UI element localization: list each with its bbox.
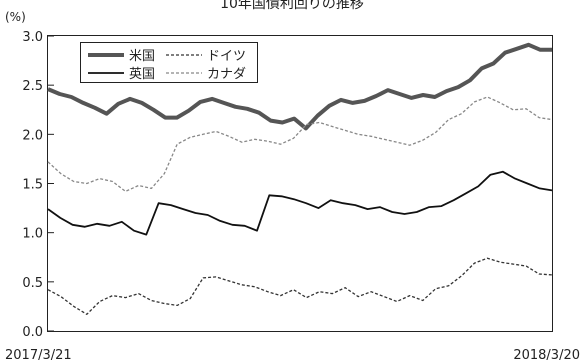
- y-tick-label-3: 1.5: [22, 178, 43, 193]
- y-unit-label: (%): [5, 10, 26, 24]
- series-layer: [47, 42, 553, 315]
- y-tick-label-4: 2.0: [22, 128, 43, 143]
- legend-box: [80, 42, 258, 83]
- legend-label-0: 米国: [129, 49, 155, 64]
- y-axis: 0.0 0.5 1.0 1.5 2.0 2.5 3.0: [22, 30, 54, 340]
- y-tick-label-2: 1.0: [22, 227, 43, 242]
- x-tick-label-end: 2018/3/20: [513, 348, 580, 363]
- x-tick-label-start: 2017/3/21: [5, 348, 72, 363]
- y-tick-label-5: 2.5: [22, 79, 43, 94]
- plot-area: [47, 35, 553, 332]
- series-line-1: [47, 170, 553, 236]
- legend-label-1: 英国: [129, 67, 155, 82]
- legend-label-3: カナダ: [207, 67, 246, 82]
- chart-title: 10年国債利回りの推移: [220, 0, 364, 12]
- y-tick-label-0: 0.0: [22, 325, 43, 340]
- y-tick-label-1: 0.5: [22, 276, 43, 291]
- series-line-3: [47, 96, 553, 193]
- series-line-2: [47, 257, 553, 315]
- legend-label-2: ドイツ: [207, 49, 246, 64]
- series-line-0: [47, 42, 552, 131]
- y-tick-label-6: 3.0: [22, 30, 43, 45]
